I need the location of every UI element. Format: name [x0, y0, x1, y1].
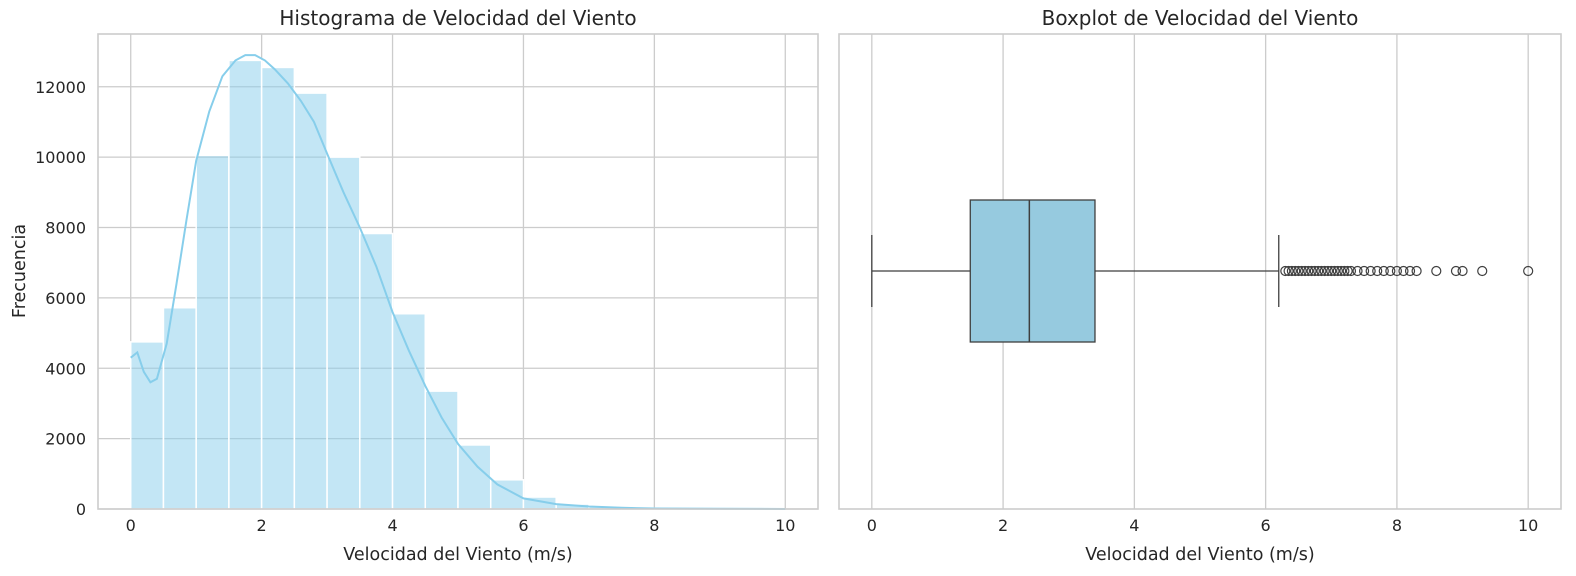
histogram-y-axis-label: Frecuencia	[10, 224, 30, 318]
outlier-point	[1293, 265, 1304, 277]
boxplot-x-tick-label: 0	[867, 516, 877, 535]
histogram-x-tick-label: 0	[126, 516, 136, 535]
histogram-y-tick-label: 2000	[45, 430, 86, 449]
outlier-point	[1457, 265, 1468, 277]
boxplot-x-tick-label: 2	[998, 516, 1008, 535]
outlier-point	[1352, 265, 1363, 277]
outlier-point	[1286, 265, 1297, 277]
histogram-y-tick-label: 8000	[45, 219, 86, 238]
outlier-point	[1339, 265, 1350, 277]
histogram-x-ticks: 0 2 4 6 8 10	[126, 516, 796, 535]
histogram-x-tick-label: 6	[518, 516, 528, 535]
histogram-bar	[391, 312, 427, 510]
histogram-bar	[326, 156, 361, 510]
outlier-point	[1404, 265, 1416, 277]
outlier-point	[1450, 265, 1462, 277]
boxplot-plot-frame	[838, 33, 1562, 510]
outlier-point	[1358, 265, 1370, 277]
outlier-point	[1316, 265, 1327, 277]
histogram-x-tick-label: 8	[649, 516, 659, 535]
outlier-point	[1411, 265, 1422, 277]
histogram-bars	[129, 59, 787, 510]
outlier-point	[1303, 265, 1314, 277]
kde-curve	[130, 54, 786, 510]
histogram-y-ticks: 0 2000 4000 6000 8000 10000 12000	[35, 78, 86, 519]
boxplot-x-tick-label: 10	[1518, 516, 1538, 535]
histogram-bar	[260, 66, 296, 510]
histogram-bar	[359, 232, 394, 510]
outlier-point	[1322, 265, 1334, 277]
boxplot-x-tick-label: 8	[1392, 516, 1402, 535]
outlier-point	[1309, 265, 1320, 277]
outlier-point	[1336, 265, 1347, 277]
outlier-point	[1283, 265, 1294, 277]
outlier-point	[1477, 265, 1488, 277]
boxplot-marks	[871, 199, 1534, 343]
outlier-point	[1280, 265, 1291, 277]
outlier-point	[1378, 265, 1389, 277]
outlier-point	[1372, 265, 1383, 277]
outlier-point	[1385, 265, 1396, 277]
histogram-plot-frame	[97, 33, 819, 510]
histogram-bar	[228, 59, 263, 510]
histogram-x-tick-label: 10	[775, 516, 795, 535]
outlier-point	[1365, 265, 1376, 277]
histogram-bar	[129, 341, 165, 510]
histogram-x-axis-label: Velocidad del Viento (m/s)	[343, 545, 572, 565]
outlier-point	[1398, 265, 1409, 277]
histogram-bar	[457, 444, 492, 510]
boxplot-title: Boxplot de Velocidad del Viento	[1042, 6, 1359, 30]
boxplot-x-tick-label: 4	[1129, 516, 1139, 535]
histogram-bar	[195, 154, 230, 510]
boxplot-x-tick-label: 6	[1261, 516, 1271, 535]
outlier-point	[1296, 265, 1307, 277]
outlier-point	[1290, 265, 1301, 277]
outlier-point	[1431, 265, 1442, 277]
histogram-y-tick-label: 10000	[35, 148, 86, 167]
histogram-y-tick-label: 6000	[45, 289, 86, 308]
outlier-point	[1329, 265, 1340, 277]
outlier-point	[1345, 265, 1357, 277]
histogram-y-tick-label: 12000	[35, 78, 86, 97]
histogram-y-tick-label: 4000	[45, 359, 86, 378]
outlier-point	[1299, 265, 1311, 277]
outlier-point	[1306, 265, 1317, 277]
histogram-x-tick-label: 4	[387, 516, 397, 535]
outlier-point	[1326, 265, 1337, 277]
outlier-point	[1523, 265, 1534, 277]
outlier-point	[1319, 265, 1330, 277]
boxplot-x-ticks: 0 2 4 6 8 10	[867, 516, 1539, 535]
histogram-title: Histograma de Velocidad del Viento	[279, 6, 636, 30]
histogram-bar	[424, 390, 459, 510]
histogram-y-tick-label: 0	[76, 500, 86, 519]
outlier-point	[1342, 265, 1353, 277]
interquartile-box	[969, 199, 1096, 343]
histogram-panel: Histograma de Velocidad del Viento 0 2 4 6 8…	[10, 6, 819, 565]
boxplot-panel: Boxplot de Velocidad del Viento 0 2 4 6 8 10 …	[838, 6, 1562, 565]
histogram-bar	[293, 92, 328, 510]
histogram-x-tick-label: 2	[257, 516, 267, 535]
outlier-point	[1391, 265, 1403, 277]
outlier-point	[1313, 265, 1324, 277]
boxplot-x-axis-label: Velocidad del Viento (m/s)	[1085, 545, 1314, 565]
outlier-point	[1332, 265, 1343, 277]
